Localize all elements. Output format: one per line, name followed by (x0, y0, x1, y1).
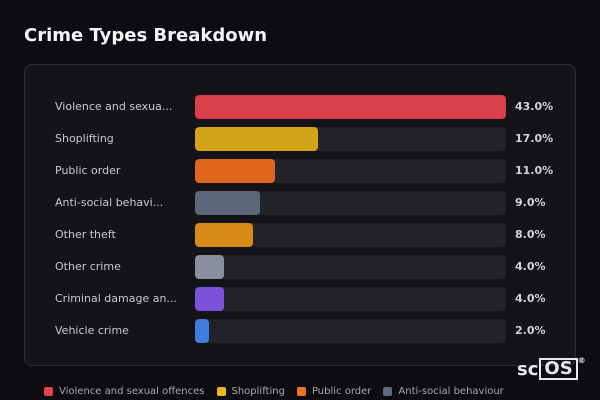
bar (195, 223, 253, 247)
legend-label: Violence and sexual offences (59, 386, 205, 397)
bar-category-label: Criminal damage an... (55, 292, 177, 305)
bar-row: Shoplifting 17.0% (25, 127, 575, 153)
bar (195, 127, 318, 151)
bar-category-label: Vehicle crime (55, 324, 129, 337)
bar-category-label: Other crime (55, 260, 121, 273)
scos-logo: sc OS ® (517, 356, 586, 380)
bar (195, 319, 209, 343)
legend-swatch (44, 387, 53, 396)
bar-row: Anti-social behavi... 9.0% (25, 191, 575, 217)
bar-row: Violence and sexua... 43.0% (25, 95, 575, 121)
bar-category-label: Anti-social behavi... (55, 196, 164, 209)
bar-category-label: Shoplifting (55, 132, 114, 145)
legend-swatch (216, 387, 226, 396)
chart-legend: Violence and sexual offences Shoplifting P… (44, 386, 516, 397)
legend-item: Public order (296, 386, 372, 397)
bar-value-label: 4.0% (515, 292, 546, 305)
bar-value-label: 17.0% (515, 132, 554, 145)
bar-track (195, 95, 506, 119)
bar (195, 159, 275, 183)
bar (195, 287, 224, 311)
legend-swatch (296, 387, 306, 396)
bar-track (195, 223, 506, 247)
bar-value-label: 8.0% (515, 228, 546, 241)
bar (195, 255, 224, 279)
bar (195, 95, 506, 119)
bar-category-label: Other theft (55, 228, 116, 241)
chart-panel: Violence and sexua... 43.0% Shoplifting 17.… (24, 64, 576, 366)
chart-title: Crime Types Breakdown (24, 25, 268, 46)
bar-category-label: Public order (55, 164, 121, 177)
legend-label: Anti-social behaviour (398, 386, 504, 397)
bar-track (195, 159, 506, 183)
bar-track (195, 255, 506, 279)
bar-value-label: 2.0% (515, 324, 546, 337)
bar-category-label: Violence and sexua... (55, 100, 173, 113)
bar-value-label: 4.0% (515, 260, 546, 273)
logo-prefix: sc (517, 358, 539, 380)
legend-item: Anti-social behaviour (383, 386, 504, 397)
legend-swatch (383, 387, 393, 396)
bar-value-label: 43.0% (515, 100, 554, 113)
bar-row: Vehicle crime 2.0% (25, 319, 575, 345)
logo-reg: ® (577, 356, 586, 365)
bar-row: Public order 11.0% (25, 159, 575, 185)
bar-row: Criminal damage an... 4.0% (25, 287, 575, 313)
bar-track (195, 191, 506, 215)
logo-boxed: OS (539, 358, 578, 380)
legend-label: Shoplifting (231, 386, 285, 397)
bar-value-label: 9.0% (515, 196, 546, 209)
bar-row: Other theft 8.0% (25, 223, 575, 249)
legend-label: Public order (311, 386, 372, 397)
bar-track (195, 127, 506, 151)
bar-track (195, 319, 506, 343)
bar (195, 191, 260, 215)
bar-value-label: 11.0% (515, 164, 554, 177)
legend-item: Shoplifting (216, 386, 285, 397)
bar-track (195, 287, 506, 311)
bar-row: Other crime 4.0% (25, 255, 575, 281)
legend-item: Violence and sexual offences (44, 386, 205, 397)
